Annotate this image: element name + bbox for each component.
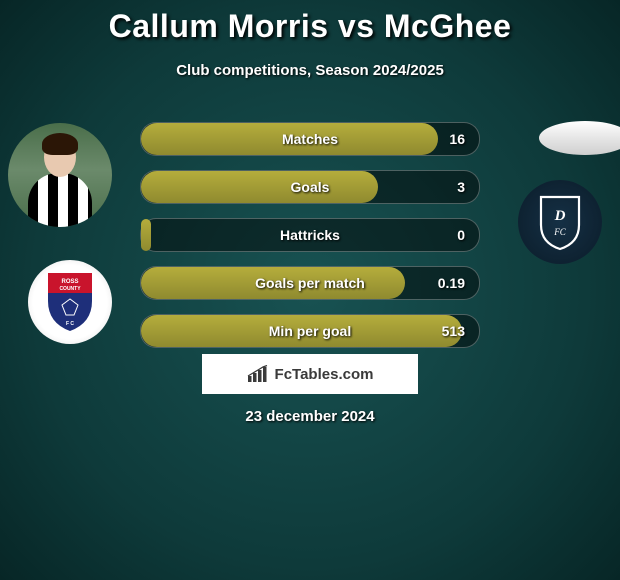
svg-text:ROSS: ROSS [61, 279, 78, 285]
stat-value: 0.19 [438, 267, 465, 299]
brand-badge[interactable]: FcTables.com [202, 354, 418, 394]
svg-text:F C: F C [66, 321, 74, 327]
shield-icon: ROSS COUNTY F C [44, 271, 96, 333]
stat-value: 16 [449, 123, 465, 155]
svg-text:D: D [554, 208, 566, 224]
player-right-avatar [539, 121, 620, 155]
stat-row: Min per goal 513 [140, 314, 480, 348]
stat-row: Goals 3 [140, 170, 480, 204]
stat-value: 513 [442, 315, 465, 347]
stat-value: 3 [457, 171, 465, 203]
player-left-hair [42, 133, 78, 155]
stat-value: 0 [457, 219, 465, 251]
stat-bars: Matches 16 Goals 3 Hattricks 0 Goals per… [140, 122, 480, 362]
stat-label: Hattricks [141, 219, 479, 251]
club-right-badge: D FC [518, 180, 602, 264]
bar-chart-icon [247, 365, 269, 383]
page-title: Callum Morris vs McGhee [0, 8, 620, 45]
club-left-badge: ROSS COUNTY F C [28, 260, 112, 344]
date-text: 23 december 2024 [0, 408, 620, 425]
comparison-card: Callum Morris vs McGhee Club competition… [0, 0, 620, 580]
stat-label: Goals [141, 171, 479, 203]
page-subtitle: Club competitions, Season 2024/2025 [0, 62, 620, 79]
stat-label: Goals per match [141, 267, 479, 299]
stat-row: Hattricks 0 [140, 218, 480, 252]
player-left-jersey [28, 173, 92, 227]
brand-text: FcTables.com [275, 366, 374, 383]
svg-text:COUNTY: COUNTY [59, 286, 81, 292]
player-left-avatar [8, 123, 112, 227]
svg-text:FC: FC [553, 227, 566, 237]
stat-row: Matches 16 [140, 122, 480, 156]
stat-label: Min per goal [141, 315, 479, 347]
stat-label: Matches [141, 123, 479, 155]
stat-row: Goals per match 0.19 [140, 266, 480, 300]
club-crest-icon: D FC [537, 193, 583, 251]
